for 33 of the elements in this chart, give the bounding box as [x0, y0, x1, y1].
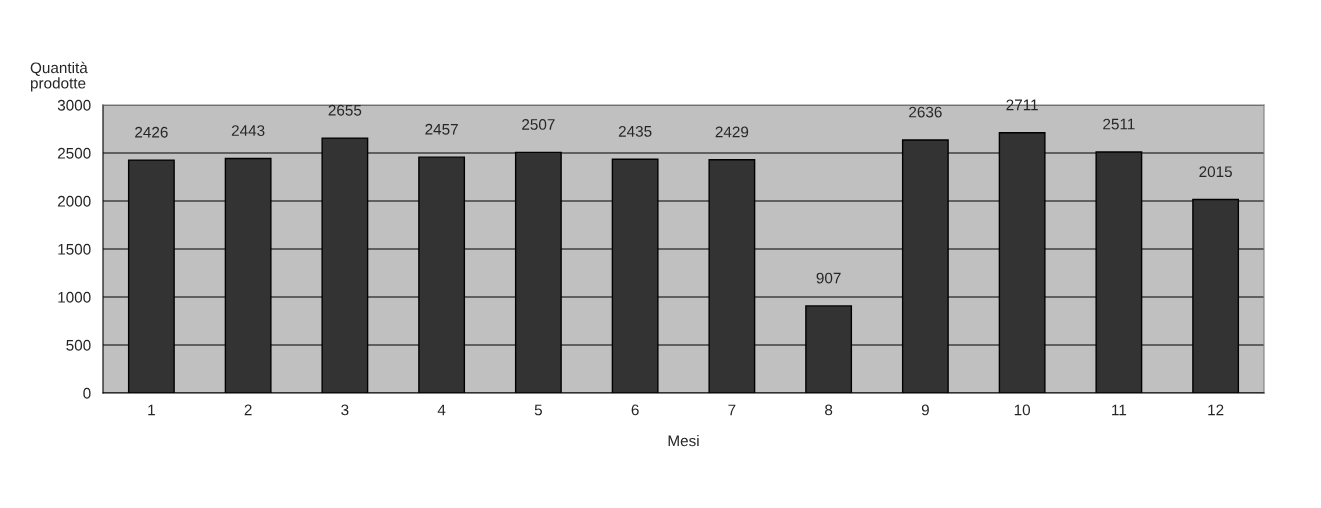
x-tick-label: 3	[341, 404, 349, 416]
x-tick-label: 4	[437, 404, 446, 416]
x-tick-label: 9	[921, 404, 929, 416]
data-label: 2429	[715, 126, 749, 138]
x-tick-label: 11	[1112, 404, 1127, 416]
x-tick-label: 2	[244, 404, 252, 416]
x-tick-label: 7	[728, 404, 736, 416]
x-tick-label: 1	[148, 404, 155, 416]
x-axis-title: Mesi	[668, 435, 699, 447]
data-label: 2511	[1103, 118, 1135, 130]
y-tick-label: 0	[83, 387, 91, 399]
y-tick-label: 1000	[58, 291, 91, 303]
data-label: 2711	[1006, 99, 1038, 111]
x-tick-label: 5	[534, 404, 542, 416]
data-label: 2457	[425, 123, 458, 135]
y-tick-label: 2000	[57, 195, 91, 207]
y-axis-title: Quantità prodotte	[30, 61, 88, 92]
data-label: 2636	[909, 106, 942, 118]
y-tick-label: 1500	[58, 243, 91, 255]
data-label: 2443	[231, 125, 265, 137]
data-label: 907	[816, 272, 841, 284]
y-tick-label: 3000	[57, 99, 91, 111]
y-tick-label: 500	[66, 339, 91, 351]
x-tick-label: 6	[631, 404, 639, 416]
x-tick-label: 8	[825, 404, 833, 416]
x-tick-label: 12	[1208, 404, 1224, 416]
data-label: 2655	[328, 104, 362, 116]
y-tick-label: 2500	[57, 147, 91, 159]
data-label: 2435	[618, 125, 652, 137]
data-label: 2015	[1199, 166, 1232, 178]
data-label: 2507	[522, 119, 555, 130]
data-label: 2426	[135, 126, 168, 138]
x-tick-label: 10	[1014, 404, 1031, 416]
